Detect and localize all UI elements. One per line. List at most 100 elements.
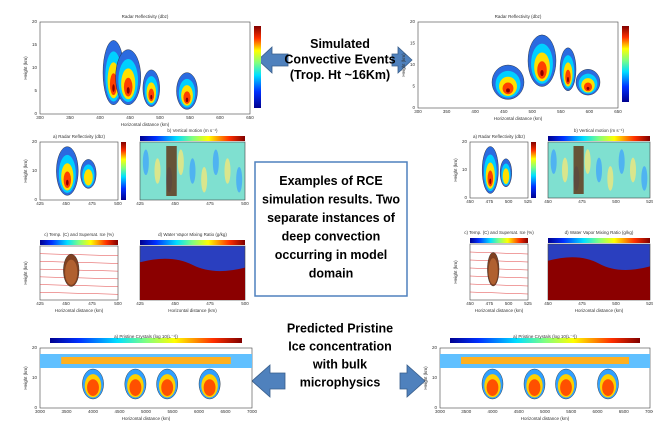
- x-tick-label: 475: [486, 199, 494, 204]
- x-tick-label: 7000: [645, 409, 653, 414]
- callout-line: simulation results. Two: [262, 193, 400, 207]
- contour: [213, 150, 219, 176]
- contour: [602, 379, 614, 396]
- callout-line: with bulk: [312, 357, 367, 371]
- y-axis-label: Height (km): [453, 260, 458, 284]
- contour: [562, 158, 568, 183]
- x-tick-label: 500: [241, 301, 249, 306]
- x-tick-label: 5500: [566, 409, 577, 414]
- x-tick-label: 475: [206, 301, 214, 306]
- x-tick-label: 500: [241, 201, 249, 206]
- x-tick-label: 5000: [540, 409, 551, 414]
- y-tick-label: 20: [432, 345, 438, 350]
- plot-panel: c) Temp. (C) and Supersat. Ice (%) Horizo…: [23, 232, 122, 313]
- plot-panel: Radar Reflectivity (dbz)Horizontal dista…: [401, 14, 629, 121]
- x-tick-label: 475: [206, 201, 214, 206]
- x-tick-label: 650: [246, 115, 254, 120]
- y-tick-label: 10: [410, 62, 416, 67]
- contour: [607, 166, 613, 191]
- x-tick-label: 425: [136, 301, 144, 306]
- contour: [560, 379, 572, 396]
- ice-core: [461, 357, 629, 364]
- y-tick-label: 20: [32, 19, 38, 24]
- y-tick-label: 20: [32, 139, 38, 144]
- y-axis-label: Height (km): [23, 261, 28, 285]
- y-tick-label: 20: [410, 19, 416, 24]
- y-tick-label: 20: [32, 345, 38, 350]
- x-tick-label: 450: [171, 201, 179, 206]
- contour: [487, 379, 499, 396]
- contour: [201, 167, 207, 193]
- contour: [66, 180, 69, 186]
- x-tick-label: 525: [646, 301, 653, 306]
- panel-title: b) Vertical motion (m s⁻¹): [574, 128, 625, 133]
- contour: [186, 98, 189, 102]
- x-tick-label: 500: [156, 115, 164, 120]
- plot-area: [40, 142, 118, 200]
- x-tick-label: 475: [486, 301, 494, 306]
- x-tick-label: 450: [126, 115, 134, 120]
- callout-line: Convective Events: [284, 52, 395, 66]
- callout-line: separate instances of: [267, 211, 396, 225]
- contour: [506, 88, 510, 92]
- plot-panel: a) Radar Reflectivity (dbz)Height (km)45…: [453, 134, 536, 204]
- contour: [150, 95, 152, 99]
- ice-core: [61, 357, 231, 364]
- x-tick-label: 425: [136, 201, 144, 206]
- colorbar: [470, 238, 528, 243]
- callout-line: (Trop. Ht ~16Km): [290, 68, 390, 82]
- x-tick-label: 525: [524, 199, 532, 204]
- x-tick-label: 550: [557, 109, 565, 114]
- contour: [190, 158, 196, 184]
- contour: [540, 70, 543, 76]
- y-axis-label: Height (km): [23, 159, 28, 183]
- contour: [143, 150, 149, 176]
- colorbar: [548, 238, 650, 243]
- x-axis-label: Horizontal distance (km): [168, 308, 217, 313]
- contour: [87, 379, 99, 396]
- contour: [65, 260, 77, 285]
- contour: [630, 158, 636, 183]
- x-tick-label: 550: [186, 115, 194, 120]
- panel-title: d) Water Vapor Mixing Ratio (g/kg): [158, 232, 227, 237]
- x-tick-label: 475: [578, 199, 586, 204]
- panel-title: a) Pristine Crystals (log 10(L⁻¹)): [513, 334, 577, 339]
- x-tick-label: 500: [612, 199, 620, 204]
- panel-title: a) Radar Reflectivity (dbz): [473, 134, 526, 139]
- x-tick-label: 500: [505, 301, 513, 306]
- contour: [161, 379, 173, 396]
- x-tick-label: 450: [544, 199, 552, 204]
- x-tick-label: 4500: [514, 409, 525, 414]
- panel-title: a) Radar Reflectivity (dbz): [53, 134, 106, 139]
- y-tick-label: 10: [32, 168, 38, 173]
- contour: [489, 178, 491, 184]
- contour: [587, 87, 590, 90]
- x-tick-label: 500: [114, 201, 122, 206]
- x-tick-label: 350: [443, 109, 451, 114]
- x-tick-label: 500: [505, 199, 513, 204]
- contour: [567, 77, 569, 82]
- colorbar: [548, 136, 650, 141]
- x-axis-label: Horizontal distance (km): [475, 308, 524, 313]
- y-tick-label: 5: [412, 84, 415, 89]
- x-tick-label: 500: [612, 301, 620, 306]
- x-tick-label: 450: [466, 301, 474, 306]
- x-tick-label: 525: [524, 301, 532, 306]
- x-axis-label: Horizontal distance (km): [575, 308, 624, 313]
- panel-title: d) Water Vapor Mixing Ratio (g/kg): [565, 230, 634, 235]
- contour: [155, 158, 161, 184]
- updraft: [574, 146, 584, 194]
- x-tick-label: 400: [471, 109, 479, 114]
- colorbar: [254, 26, 261, 108]
- x-axis-label: Horizontal distance (km): [55, 308, 104, 313]
- y-tick-label: 10: [32, 375, 38, 380]
- panel-title: c) Temp. (C) and Supersat. Ice (%): [44, 232, 114, 237]
- x-tick-label: 450: [62, 301, 70, 306]
- colorbar: [622, 26, 629, 102]
- x-tick-label: 425: [36, 201, 44, 206]
- y-axis-label: Height (km): [423, 366, 428, 390]
- contour: [489, 258, 498, 284]
- callout-line: Ice concentration: [288, 339, 392, 353]
- colorbar: [40, 240, 118, 245]
